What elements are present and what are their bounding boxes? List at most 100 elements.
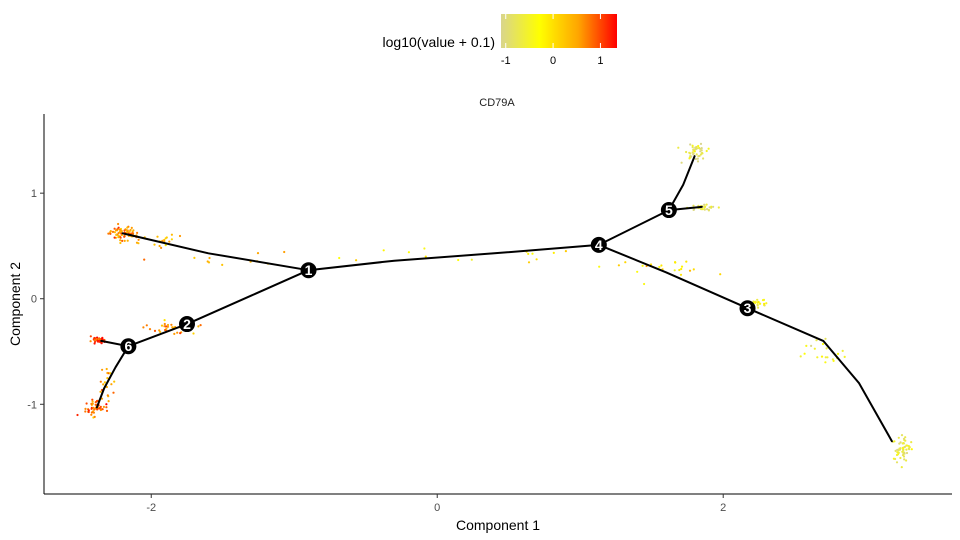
cell-point: [84, 410, 87, 413]
cell-point: [697, 155, 700, 158]
y-tick-label: -1: [27, 399, 37, 411]
y-tick-label: 1: [31, 188, 37, 200]
legend-tick-label: 0: [550, 55, 556, 67]
cell-point: [906, 444, 909, 447]
cell-point: [703, 208, 706, 211]
cell-point: [813, 347, 816, 350]
cell-point: [91, 402, 94, 405]
cell-point: [101, 368, 104, 371]
cell-point: [696, 157, 699, 160]
cell-point: [904, 439, 907, 442]
cell-point: [117, 232, 120, 235]
cell-point: [843, 355, 846, 358]
cell-point: [688, 151, 691, 154]
cell-point: [127, 225, 130, 228]
cell-point: [102, 383, 105, 386]
cell-point: [110, 383, 113, 386]
cell-point: [119, 239, 122, 242]
cell-point: [424, 255, 427, 258]
cell-point: [707, 209, 711, 212]
cell-point: [99, 405, 102, 408]
trajectory-branch: [667, 155, 696, 212]
branch-node-marker: [120, 338, 137, 355]
cell-point: [679, 273, 683, 276]
cell-point: [166, 323, 170, 327]
branch-node: 1: [300, 262, 317, 279]
cell-point: [688, 269, 692, 272]
cell-point: [688, 156, 691, 159]
branch-node: 3: [739, 300, 756, 317]
cell-point: [707, 147, 710, 150]
cell-point: [905, 448, 908, 451]
cell-point: [564, 250, 568, 253]
cell-point: [90, 413, 93, 416]
cell-point: [831, 358, 835, 361]
cell-point: [91, 400, 94, 403]
cell-point: [164, 328, 167, 332]
legend-ticks: -1 0 1: [501, 14, 603, 67]
cell-point: [762, 298, 766, 301]
cell-point: [820, 355, 824, 358]
cell-point: [115, 233, 118, 236]
cell-point: [156, 235, 159, 238]
cell-point: [382, 249, 385, 252]
cell-point: [898, 442, 901, 445]
cell-point: [678, 268, 681, 272]
cell-points: [76, 142, 913, 469]
cell-point: [137, 242, 140, 245]
cell-point: [706, 208, 709, 211]
cell-point: [910, 441, 913, 444]
cell-point: [905, 459, 908, 462]
cell-point: [173, 332, 176, 335]
cell-point: [902, 437, 906, 440]
cell-point: [89, 335, 92, 338]
cell-point: [170, 323, 173, 326]
cell-point: [112, 391, 115, 394]
cell-point: [680, 265, 684, 268]
cell-point: [763, 302, 766, 305]
cell-point: [708, 206, 711, 209]
cell-point: [87, 409, 90, 412]
cell-point: [703, 203, 706, 206]
cell-point: [84, 407, 87, 410]
cell-point: [119, 241, 122, 245]
cell-point: [120, 230, 123, 233]
trajectory-branch: [746, 307, 893, 443]
cell-point: [164, 244, 167, 247]
cell-point: [338, 256, 341, 260]
cell-point: [470, 258, 473, 261]
cell-point: [836, 352, 840, 355]
y-tick-label: 0: [31, 294, 37, 306]
cell-point: [109, 372, 112, 375]
cell-point: [691, 144, 694, 147]
cell-point: [757, 301, 760, 304]
cell-point: [103, 381, 106, 384]
branch-node-label: 2: [183, 316, 191, 332]
cell-point: [902, 448, 905, 451]
x-tick-label: 2: [720, 502, 726, 514]
cell-point: [199, 324, 202, 327]
cell-point: [765, 302, 768, 305]
cell-point: [126, 239, 129, 242]
cell-point: [106, 377, 109, 380]
panel-title: CD79A: [479, 97, 515, 109]
cell-point: [153, 329, 157, 332]
cell-point: [107, 232, 110, 235]
branch-node-label: 5: [665, 202, 673, 218]
cell-point: [719, 273, 722, 276]
cell-point: [117, 236, 120, 239]
cell-point: [903, 446, 906, 449]
cell-point: [123, 235, 126, 238]
cell-point: [163, 322, 166, 326]
cell-point: [826, 356, 829, 359]
x-axis-label: Component 1: [456, 517, 540, 533]
cell-point: [673, 269, 676, 272]
trajectory-branch: [127, 323, 188, 348]
cell-point: [208, 256, 211, 260]
cell-point: [701, 208, 704, 211]
cell-point: [101, 337, 104, 340]
cell-point: [179, 332, 182, 335]
cell-point: [113, 236, 116, 239]
cell-point: [85, 402, 88, 405]
